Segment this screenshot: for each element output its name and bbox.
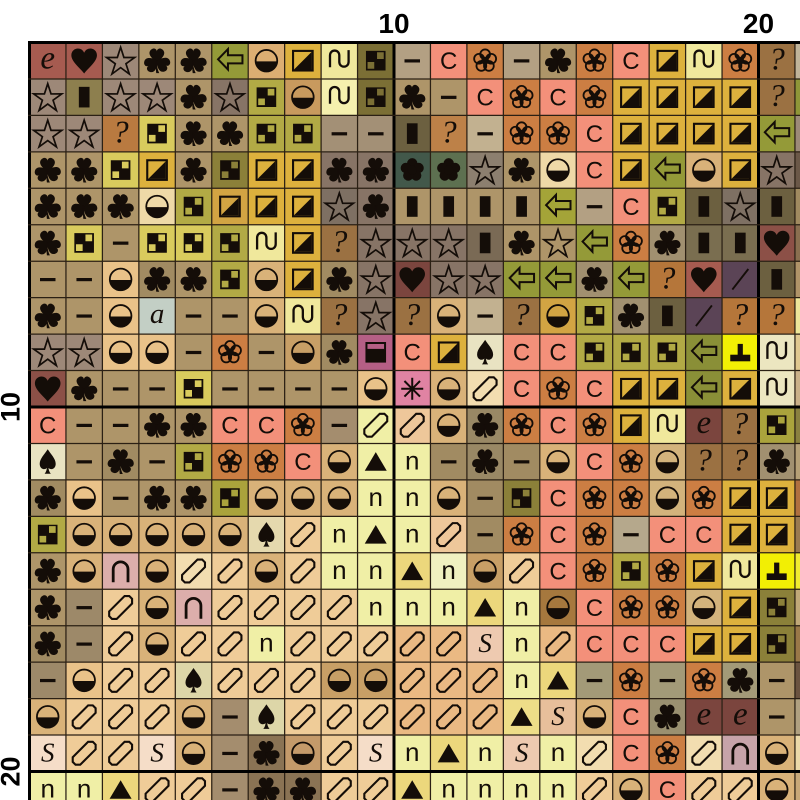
svg-text:10: 10 — [0, 392, 26, 422]
svg-text:20: 20 — [743, 8, 774, 39]
svg-text:10: 10 — [378, 8, 409, 39]
svg-text:20: 20 — [0, 756, 26, 786]
